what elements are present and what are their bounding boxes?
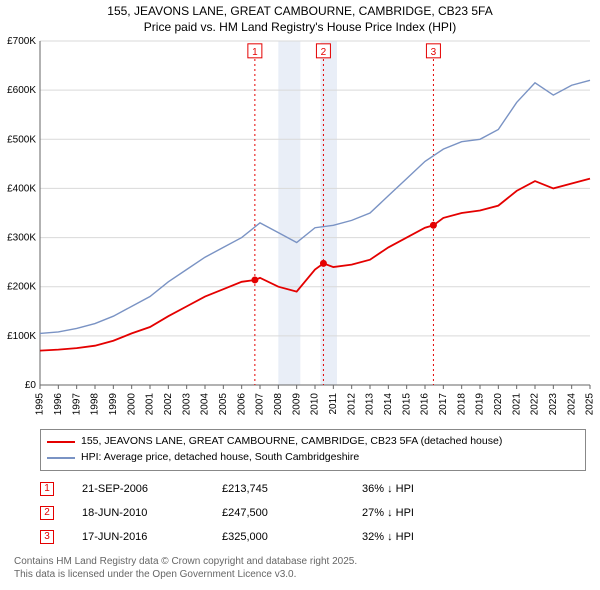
footer-line2: This data is licensed under the Open Gov… (14, 568, 586, 581)
tx-price: £247,500 (222, 507, 362, 519)
svg-text:2007: 2007 (255, 393, 266, 416)
svg-text:2003: 2003 (181, 393, 192, 416)
svg-text:3: 3 (431, 47, 437, 58)
transactions-table: 1 21-SEP-2006 £213,745 36% ↓ HPI 2 18-JU… (40, 477, 586, 549)
footer-line1: Contains HM Land Registry data © Crown c… (14, 555, 586, 568)
svg-text:2022: 2022 (530, 393, 541, 416)
svg-text:1995: 1995 (35, 393, 46, 416)
marker-id: 3 (44, 531, 50, 542)
svg-text:2006: 2006 (236, 393, 247, 416)
svg-text:1996: 1996 (53, 393, 64, 416)
svg-text:2015: 2015 (401, 393, 412, 416)
svg-text:2024: 2024 (566, 393, 577, 416)
legend-swatch (47, 457, 75, 459)
svg-text:2019: 2019 (475, 393, 486, 416)
chart-area: £0 £100K £200K £300K £400K £500K £600K £700K 199… (0, 35, 600, 425)
tx-delta: 36% ↓ HPI (362, 483, 482, 495)
svg-text:2010: 2010 (310, 393, 321, 416)
svg-text:£300K: £300K (7, 233, 36, 244)
tx-delta: 32% ↓ HPI (362, 531, 482, 543)
svg-text:2021: 2021 (511, 393, 522, 416)
svg-text:2017: 2017 (438, 393, 449, 416)
tx-price: £325,000 (222, 531, 362, 543)
table-row: 3 17-JUN-2016 £325,000 32% ↓ HPI (40, 525, 586, 549)
svg-text:£200K: £200K (7, 282, 36, 293)
svg-text:2011: 2011 (328, 393, 339, 415)
svg-text:2016: 2016 (420, 393, 431, 416)
legend-item: HPI: Average price, detached house, Sout… (47, 450, 579, 466)
svg-text:1999: 1999 (108, 393, 119, 416)
legend-swatch (47, 441, 75, 443)
svg-text:2018: 2018 (456, 393, 467, 416)
footer: Contains HM Land Registry data © Crown c… (14, 555, 586, 581)
marker-box: 1 (40, 482, 54, 496)
svg-text:2002: 2002 (163, 393, 174, 416)
legend-item: 155, JEAVONS LANE, GREAT CAMBOURNE, CAMB… (47, 434, 579, 450)
tx-date: 17-JUN-2016 (82, 531, 222, 543)
line-chart: £0 £100K £200K £300K £400K £500K £600K £700K 199… (0, 35, 600, 425)
svg-text:2014: 2014 (383, 393, 394, 416)
tx-date: 18-JUN-2010 (82, 507, 222, 519)
chart-title-block: 155, JEAVONS LANE, GREAT CAMBOURNE, CAMB… (0, 0, 600, 35)
title-line2: Price paid vs. HM Land Registry's House … (0, 20, 600, 36)
marker-id: 2 (44, 507, 50, 518)
svg-text:2008: 2008 (273, 393, 284, 416)
svg-text:2: 2 (321, 47, 327, 58)
tx-delta: 27% ↓ HPI (362, 507, 482, 519)
svg-text:2025: 2025 (585, 393, 596, 416)
svg-text:1997: 1997 (71, 393, 82, 416)
marker-box: 3 (40, 530, 54, 544)
svg-text:2023: 2023 (548, 393, 559, 416)
legend-label: HPI: Average price, detached house, Sout… (81, 450, 359, 466)
table-row: 1 21-SEP-2006 £213,745 36% ↓ HPI (40, 477, 586, 501)
svg-text:£700K: £700K (7, 36, 36, 47)
svg-text:£600K: £600K (7, 85, 36, 96)
legend-label: 155, JEAVONS LANE, GREAT CAMBOURNE, CAMB… (81, 434, 502, 450)
svg-text:2013: 2013 (365, 393, 376, 416)
svg-text:£100K: £100K (7, 331, 36, 342)
table-row: 2 18-JUN-2010 £247,500 27% ↓ HPI (40, 501, 586, 525)
svg-text:£0: £0 (25, 380, 37, 391)
title-line1: 155, JEAVONS LANE, GREAT CAMBOURNE, CAMB… (0, 4, 600, 20)
svg-text:1: 1 (252, 47, 258, 58)
svg-text:£500K: £500K (7, 134, 36, 145)
svg-text:2020: 2020 (493, 393, 504, 416)
svg-text:2009: 2009 (291, 393, 302, 416)
svg-text:2001: 2001 (145, 393, 156, 416)
svg-text:2000: 2000 (126, 393, 137, 416)
svg-text:£400K: £400K (7, 184, 36, 195)
tx-date: 21-SEP-2006 (82, 483, 222, 495)
svg-text:2005: 2005 (218, 393, 229, 416)
legend: 155, JEAVONS LANE, GREAT CAMBOURNE, CAMB… (40, 429, 586, 471)
svg-text:1998: 1998 (90, 393, 101, 416)
marker-box: 2 (40, 506, 54, 520)
tx-price: £213,745 (222, 483, 362, 495)
svg-text:2012: 2012 (346, 393, 357, 416)
marker-id: 1 (44, 483, 50, 494)
svg-text:2004: 2004 (200, 393, 211, 416)
